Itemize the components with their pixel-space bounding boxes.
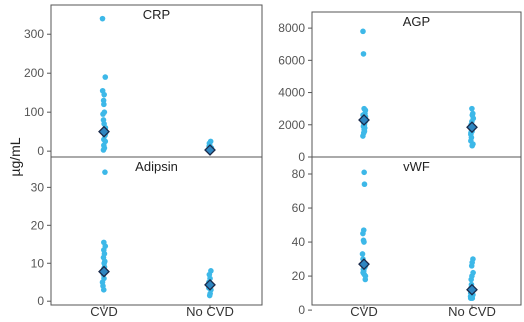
mean-marker [358, 258, 370, 271]
data-point [102, 169, 108, 175]
y-tick-label: 20 [31, 218, 45, 232]
y-tick-label: 200 [24, 66, 44, 80]
data-point [469, 295, 476, 301]
data-point [360, 230, 366, 237]
y-tick-label: 0 [298, 150, 305, 164]
panel-grid: CRP0100200300AGP02000400060008000Adipsin… [24, 4, 522, 317]
mean-marker [204, 144, 216, 156]
data-point [360, 133, 366, 139]
data-point [100, 147, 107, 153]
y-tick-label: 80 [292, 167, 306, 181]
data-point [102, 74, 109, 80]
x-tick-label-right-no-cvd: No CVD [448, 304, 496, 319]
data-point [468, 276, 474, 283]
data-point [360, 28, 366, 35]
y-tick-label: 10 [31, 256, 45, 270]
y-tick-label: 60 [292, 201, 306, 215]
data-point [101, 91, 107, 98]
y-tick-label: 4000 [278, 86, 305, 100]
mean-marker [204, 278, 216, 291]
y-tick-label: 6000 [278, 53, 305, 67]
data-point [361, 239, 367, 245]
panel-title: vWF [403, 159, 430, 174]
data-point [469, 105, 475, 112]
data-point [362, 276, 369, 283]
y-tick-label: 100 [24, 105, 44, 119]
panel-title: AGP [403, 14, 430, 29]
mean-marker [98, 125, 110, 138]
y-tick-label: 300 [24, 27, 44, 41]
y-tick-label: 40 [292, 235, 306, 249]
x-tick-label-left-no-cvd: No CVD [186, 304, 234, 319]
y-tick-label: 0 [37, 144, 44, 158]
mean-marker [358, 114, 370, 126]
data-point [469, 142, 475, 149]
data-point [99, 15, 106, 22]
shared-y-axis-label: µg/mL [7, 137, 23, 176]
data-point [101, 101, 107, 108]
data-point [360, 51, 367, 57]
data-point [206, 292, 213, 299]
panel-title: Adipsin [135, 159, 178, 174]
data-point [468, 263, 475, 269]
mean-marker [466, 121, 478, 134]
y-tick-label: 20 [292, 269, 306, 283]
panel-crp: CRP 0 100 200 300 [24, 4, 263, 158]
data-point [361, 181, 368, 188]
panel-title: CRP [143, 7, 170, 22]
y-tick-label: 30 [31, 180, 45, 194]
panel-vwf: vWF 0 20 40 60 80 [292, 156, 522, 317]
x-tick-label-right-cvd: CVD [350, 304, 377, 319]
mean-marker [466, 283, 478, 296]
panel-frame [50, 4, 263, 158]
data-point [100, 111, 106, 117]
y-tick-label: 0 [298, 303, 305, 317]
data-point [100, 287, 107, 293]
data-point [361, 169, 367, 176]
mean-marker [98, 265, 110, 278]
y-tick-label: 2000 [278, 118, 305, 132]
panel-frame [311, 11, 522, 158]
x-tick-label-left-cvd: CVD [90, 304, 117, 319]
panel-frame [311, 156, 522, 306]
y-tick-label: 0 [37, 294, 44, 308]
panel-agp: AGP 0 2000 4000 6000 8000 [278, 11, 522, 164]
panel-adipsin: Adipsin 0 10 20 30 [31, 156, 263, 309]
y-tick-label: 8000 [278, 21, 305, 35]
data-point [359, 251, 366, 257]
panel-frame [50, 156, 263, 306]
